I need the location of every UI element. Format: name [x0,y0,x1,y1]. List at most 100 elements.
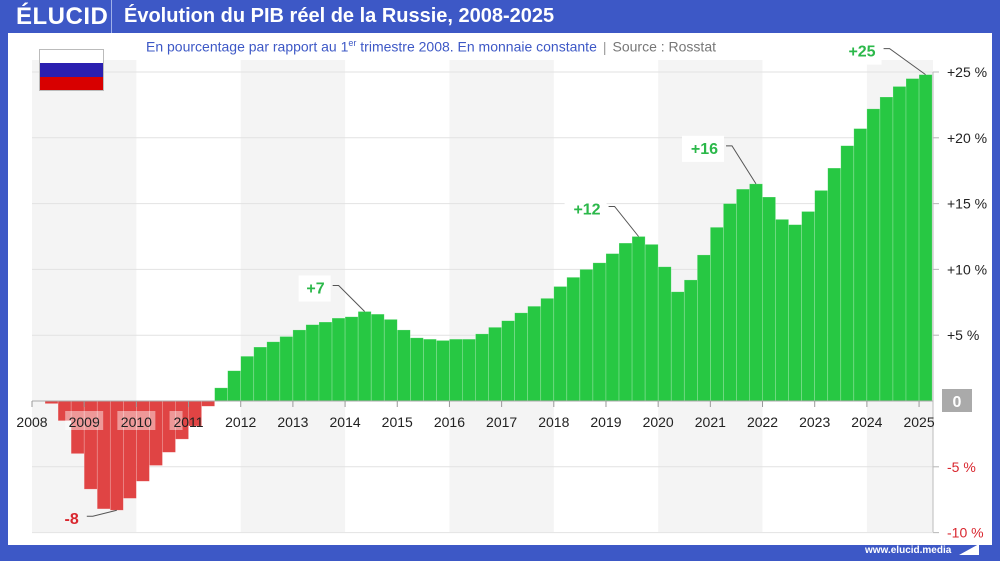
x-tick-label: 2014 [330,414,361,430]
x-tick-label: 2011 [173,414,203,430]
annotation-leader [883,48,926,76]
bar [227,370,242,402]
bar [436,340,450,402]
bar [357,311,372,402]
bar [279,336,294,402]
y-tick-label: +5 % [947,327,979,343]
y-tick-label: +20 % [947,130,987,146]
x-tick-label: 2010 [121,414,152,430]
bar [370,313,385,402]
x-tick-label: 2013 [277,414,308,430]
x-tick-label: 2024 [851,414,882,430]
bar [240,355,255,402]
source-label: Source : Rosstat [612,38,717,55]
y-tick-label: +15 % [947,196,987,212]
x-tick-label: 2018 [538,414,569,430]
x-tick-label: 2019 [590,414,621,430]
bar [670,291,685,402]
annotation-leader [86,509,117,517]
bar [879,96,894,402]
elucid-logo: ÉLUCID [16,3,109,30]
bar [605,253,620,402]
annotation-leader [608,206,639,237]
flag-stripe-white [40,50,103,64]
bar [657,266,672,402]
bar [853,128,868,402]
bar [710,226,724,402]
annotation-label: +16 [691,141,718,158]
bar [527,305,542,402]
bar [514,312,529,402]
russia-flag-icon [39,49,104,91]
x-tick-label: 2009 [69,414,100,430]
bar [801,211,816,402]
bar [449,338,463,402]
bar [892,86,907,402]
subtitle-text: En pourcentage par rapport au 1 [146,38,349,55]
annotation-leader [332,285,366,312]
bar [749,183,763,402]
bar [149,400,163,466]
bar [292,329,307,402]
bar [462,338,476,402]
bar [866,108,881,402]
bar [618,242,633,402]
bar [553,286,568,402]
chart-subtitle: En pourcentage par rapport au 1er trimes… [146,38,716,55]
x-tick-label: 2008 [16,414,47,430]
footer-url[interactable]: www.elucid.media [865,545,952,556]
bar [840,145,855,402]
annotation-box [681,135,724,162]
bar [253,346,268,402]
background-band [449,60,554,532]
annotation-label: -8 [65,511,79,528]
y-tick-label: +10 % [947,261,987,277]
bar [723,203,737,402]
x-tick-label: 2022 [747,414,778,430]
bar [683,279,698,402]
bar [383,319,398,402]
subtitle-text-after: trimestre 2008. En monnaie constante [356,38,597,55]
subtitle-separator: | [602,38,607,55]
bar [762,196,776,402]
y-tick-label: 0 [953,394,962,411]
annotation-label: +12 [573,202,600,219]
x-tick-label: 2017 [486,414,517,430]
chart-title: Évolution du PIB réel de la Russie, 2008… [124,5,555,27]
x-tick-label-background [117,411,156,430]
bar [631,236,646,402]
bar [344,316,359,402]
bar [736,188,750,402]
bar [410,337,424,402]
bar [788,224,802,402]
header-bar: ÉLUCID Évolution du PIB réel de la Russi… [0,0,1000,33]
bar [775,219,789,402]
x-tick-label: 2012 [225,414,256,430]
annotation-box [839,38,882,65]
bar [266,341,281,402]
x-tick-label-background [65,411,104,430]
y-tick-label: -5 % [947,459,976,475]
bar [423,338,437,402]
flag-stripe-red [40,76,103,90]
bar [827,167,842,402]
bar [318,321,333,402]
bar [644,244,659,402]
bar [566,276,581,402]
bar [331,317,346,402]
bar [501,320,515,402]
x-tick-label: 2021 [695,414,726,430]
zero-label-box [942,389,972,412]
bar [396,329,411,402]
elucid-mark-icon [959,544,979,555]
x-tick-label-background [169,411,183,430]
x-tick-label: 2023 [799,414,830,430]
bar [201,400,215,407]
x-tick-label: 2015 [382,414,413,430]
flag-stripe-blue [40,63,103,77]
x-tick-label: 2016 [434,414,465,430]
bar [905,78,920,402]
annotation-label: +7 [306,281,324,298]
annotation-label: +25 [848,44,875,61]
